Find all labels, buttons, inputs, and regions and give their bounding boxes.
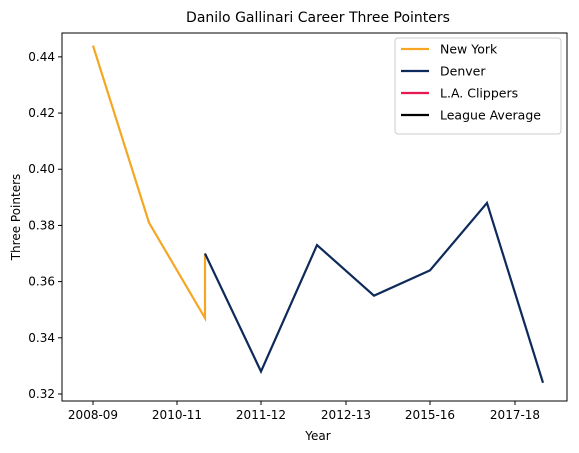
series-line-new-york [91, 45, 207, 323]
legend-label: Denver [440, 64, 486, 79]
legend: New York Denver L.A. Clippers League Averag… [394, 37, 562, 135]
legend-label: L.A. Clippers [440, 86, 518, 101]
x-axis-label: Year [304, 429, 330, 443]
y-tick-label: 0.34 [28, 331, 55, 345]
x-tick-label: 2017-18 [490, 408, 540, 422]
plot-area [91, 45, 545, 384]
legend-label: New York [440, 42, 498, 57]
y-axis: 0.32 0.34 0.36 0.38 0.40 0.42 0.44 [28, 50, 62, 401]
chart-title: Danilo Gallinari Career Three Pointers [186, 10, 450, 26]
plot-frame [61, 32, 568, 402]
series-line-denver [204, 200, 545, 384]
y-tick-label: 0.32 [28, 387, 55, 401]
x-tick-label: 2008-09 [68, 408, 118, 422]
legend-box [394, 37, 562, 135]
x-tick-label: 2010-11 [152, 408, 202, 422]
x-tick-label: 2011-12 [236, 408, 286, 422]
y-tick-label: 0.40 [28, 162, 55, 176]
x-tick-label: 2015-16 [405, 408, 455, 422]
y-tick-label: 0.44 [28, 50, 55, 64]
y-tick-label: 0.36 [28, 275, 55, 289]
y-tick-label: 0.42 [28, 106, 55, 120]
legend-label: League Average [440, 108, 541, 123]
x-tick-label: 2012-13 [321, 408, 371, 422]
y-tick-label: 0.38 [28, 218, 55, 232]
y-axis-label: Three Pointers [9, 174, 23, 262]
x-axis: 2008-09 2010-11 2011-12 2012-13 2015-16 2017-… [68, 401, 540, 422]
